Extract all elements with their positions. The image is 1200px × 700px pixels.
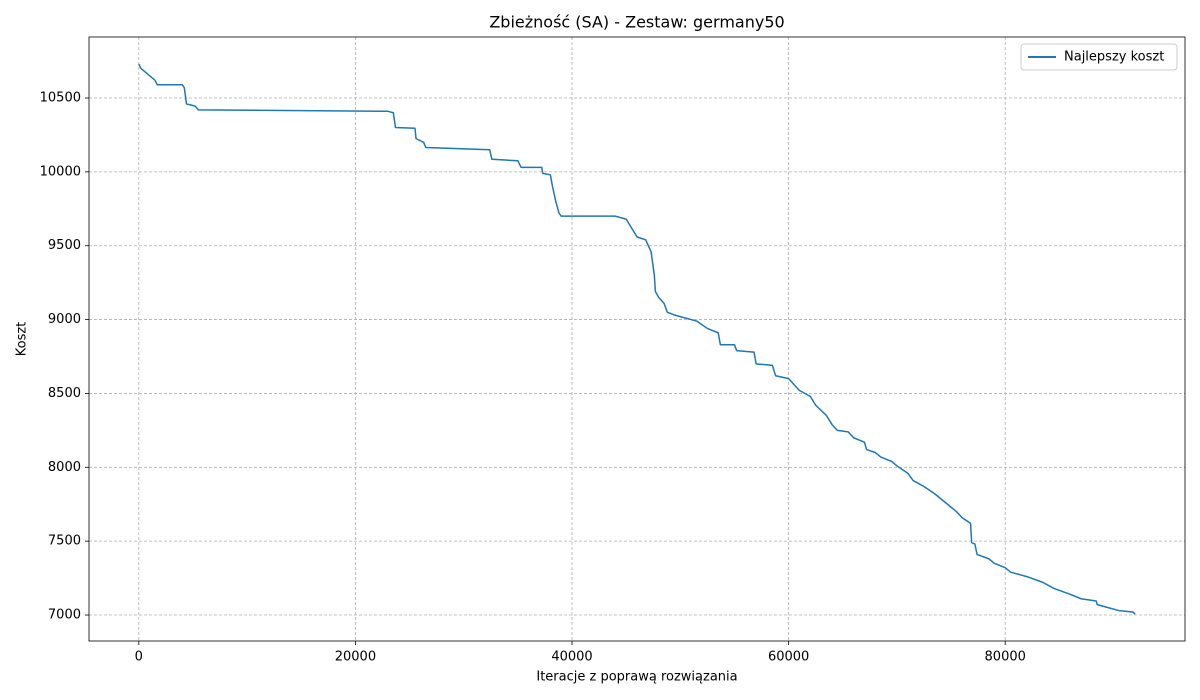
x-tick-label: 20000 (335, 650, 376, 665)
y-axis-label: Koszt (15, 322, 30, 357)
y-tick-label: 10500 (40, 91, 81, 106)
y-tick-label: 7000 (48, 608, 81, 623)
x-axis-label: Iteracje z poprawą rozwiązania (536, 670, 737, 685)
legend: Najlepszy koszt (1020, 43, 1178, 71)
y-tick-label: 8000 (48, 460, 81, 475)
y-tick-label: 7500 (48, 534, 81, 549)
x-tick-label: 80000 (985, 650, 1026, 665)
y-tick-label: 8500 (48, 386, 81, 401)
legend-box (1020, 43, 1178, 71)
x-tick-label: 0 (135, 650, 143, 665)
x-tick-label: 40000 (551, 650, 592, 665)
y-tick-label: 9000 (48, 312, 81, 327)
y-tick-label: 10000 (40, 164, 81, 179)
y-tick-label: 9500 (48, 238, 81, 253)
x-tick-label: 60000 (768, 650, 809, 665)
legend-label: Najlepszy koszt (1064, 50, 1164, 65)
chart-title: Zbieżność (SA) - Zestaw: germany50 (489, 13, 784, 32)
data-line (138, 63, 1136, 615)
plot-frame (88, 36, 1186, 642)
